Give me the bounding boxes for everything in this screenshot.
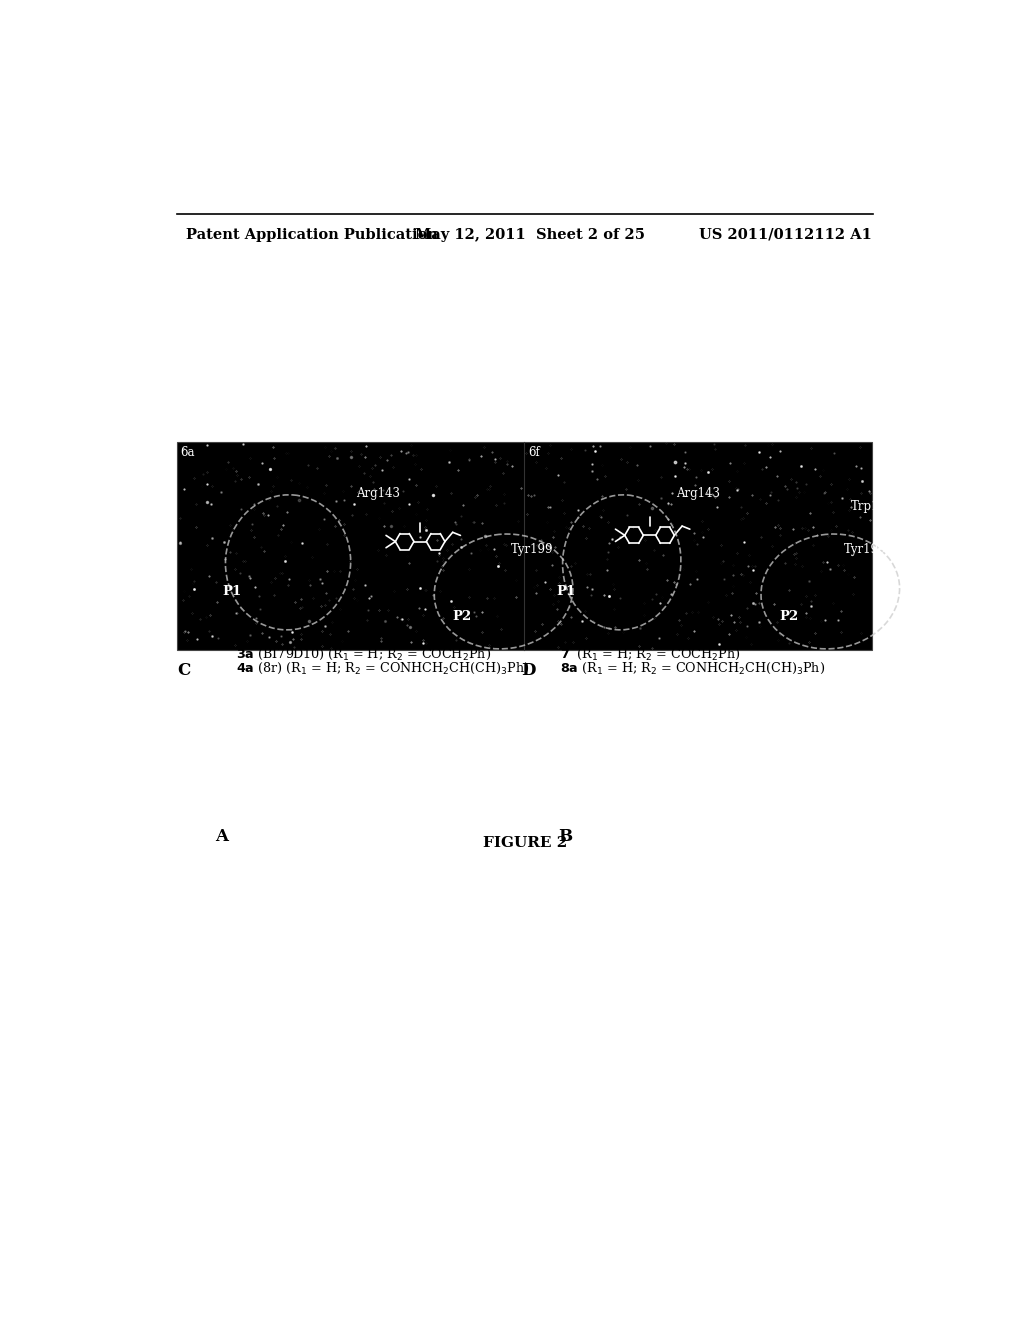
- Text: O: O: [722, 546, 731, 560]
- Text: 6': 6': [764, 512, 772, 521]
- Bar: [177, 442, 872, 649]
- Text: R₁: R₁: [329, 483, 341, 492]
- Text: 3: 3: [351, 545, 356, 554]
- Text: R₁: R₁: [720, 556, 732, 565]
- Text: 4: 4: [351, 561, 356, 570]
- Text: 5': 5': [721, 470, 729, 479]
- Text: A: A: [215, 829, 227, 845]
- Text: 6: 6: [301, 511, 306, 520]
- Text: HO: HO: [261, 503, 281, 516]
- Text: 2': 2': [369, 512, 377, 521]
- Text: FIGURE 2: FIGURE 2: [482, 836, 567, 850]
- Text: $\mathbf{3a}$ (BI79D10) (R$_1$ = H; R$_2$ = COCH$_2$Ph): $\mathbf{3a}$ (BI79D10) (R$_1$ = H; R$_2…: [237, 647, 492, 661]
- Text: 5: 5: [310, 520, 316, 529]
- Text: 6f: 6f: [528, 446, 540, 459]
- Text: O: O: [689, 577, 699, 590]
- Text: 7': 7': [750, 523, 758, 531]
- Text: 2': 2': [714, 512, 722, 521]
- Text: 1: 1: [344, 512, 350, 521]
- Text: $\mathbf{7}$  (R$_1$ = H; R$_2$ = COCH$_2$Ph): $\mathbf{7}$ (R$_1$ = H; R$_2$ = COCH$_2…: [560, 647, 741, 661]
- Text: R₂: R₂: [304, 589, 316, 597]
- Text: $\mathbf{2a}$ (Apogossypol) (R$_1$ = H; R$_2$ = isopropyl): $\mathbf{2a}$ (Apogossypol) (R$_1$ = H; …: [237, 632, 512, 649]
- Text: 7: 7: [310, 503, 316, 512]
- Text: 4': 4': [365, 473, 373, 482]
- Text: OH: OH: [339, 577, 359, 590]
- Text: OH: OH: [785, 524, 805, 537]
- Text: P2: P2: [453, 610, 471, 623]
- Text: O: O: [675, 480, 685, 494]
- Text: HO: HO: [606, 524, 626, 537]
- Text: HO: HO: [606, 503, 626, 516]
- Text: 6a: 6a: [180, 446, 196, 459]
- Text: P1: P1: [556, 585, 575, 598]
- Text: 2: 2: [701, 527, 708, 536]
- Text: 5: 5: [655, 520, 662, 529]
- Text: 8: 8: [677, 503, 683, 512]
- Text: 7': 7': [404, 523, 413, 531]
- Text: $\mathbf{5}$  (Gossypolone) (R$_1$ = CHO; R$_2$ = isopropyl): $\mathbf{5}$ (Gossypolone) (R$_1$ = CHO;…: [560, 618, 852, 635]
- Text: HO: HO: [261, 524, 281, 537]
- Text: 1': 1': [383, 511, 391, 520]
- Text: R₂: R₂: [649, 589, 662, 597]
- Text: R₁: R₁: [376, 546, 387, 556]
- Text: Arg143: Arg143: [356, 487, 400, 500]
- Text: OH: OH: [440, 503, 460, 516]
- Text: 3': 3': [691, 488, 699, 496]
- Text: 1': 1': [728, 511, 736, 520]
- Text: $\mathbf{1}$  (Gossypol) (R$_1$ = CHO; R$_2$ = isopropyl): $\mathbf{1}$ (Gossypol) (R$_1$ = CHO; R$…: [237, 618, 505, 635]
- Text: US 2011/0112112 A1: US 2011/0112112 A1: [699, 227, 872, 242]
- Text: 8': 8': [748, 506, 756, 513]
- Text: $\mathbf{4a}$ (8r) (R$_1$ = H; R$_2$ = CONHCH$_2$CH(CH)$_3$Ph): $\mathbf{4a}$ (8r) (R$_1$ = H; R$_2$ = C…: [237, 661, 530, 676]
- Text: Tyr199: Tyr199: [511, 544, 553, 556]
- Text: O: O: [698, 449, 708, 462]
- Text: May 12, 2011  Sheet 2 of 25: May 12, 2011 Sheet 2 of 25: [415, 227, 645, 242]
- Text: OH: OH: [785, 503, 805, 516]
- Text: 3': 3': [346, 488, 354, 496]
- Text: D: D: [521, 663, 536, 678]
- Text: 6: 6: [645, 511, 651, 520]
- Text: 7: 7: [655, 503, 660, 512]
- Text: $\mathbf{6a}$ (Apogossypolone) (R$_1$ = H; R$_2$ = isopropyl): $\mathbf{6a}$ (Apogossypolone) (R$_1$ = …: [560, 632, 860, 649]
- Text: R₂: R₂: [366, 451, 378, 461]
- Text: OH: OH: [440, 524, 460, 537]
- Text: B: B: [558, 829, 572, 845]
- Text: 6': 6': [419, 512, 427, 521]
- Text: Arg143: Arg143: [676, 487, 720, 500]
- Text: 8': 8': [402, 506, 411, 513]
- Text: 1: 1: [689, 512, 694, 521]
- Text: R₂: R₂: [711, 451, 722, 461]
- Text: P1: P1: [223, 585, 242, 598]
- Text: Tyr199: Tyr199: [844, 544, 887, 556]
- Text: 3: 3: [696, 545, 701, 554]
- Text: 4': 4': [710, 473, 718, 482]
- Text: 4: 4: [695, 561, 701, 570]
- Text: P2: P2: [779, 610, 798, 623]
- Text: R₁: R₁: [674, 474, 686, 483]
- Text: 8: 8: [332, 503, 338, 512]
- Text: Patent Application Publication: Patent Application Publication: [186, 227, 438, 242]
- Text: 2: 2: [356, 527, 362, 536]
- Text: C: C: [177, 663, 190, 678]
- Text: 5': 5': [376, 470, 384, 479]
- Text: $\mathbf{8a}$ (R$_1$ = H; R$_2$ = CONHCH$_2$CH(CH)$_3$Ph): $\mathbf{8a}$ (R$_1$ = H; R$_2$ = CONHCH…: [560, 661, 825, 676]
- Text: Trp141: Trp141: [851, 500, 895, 513]
